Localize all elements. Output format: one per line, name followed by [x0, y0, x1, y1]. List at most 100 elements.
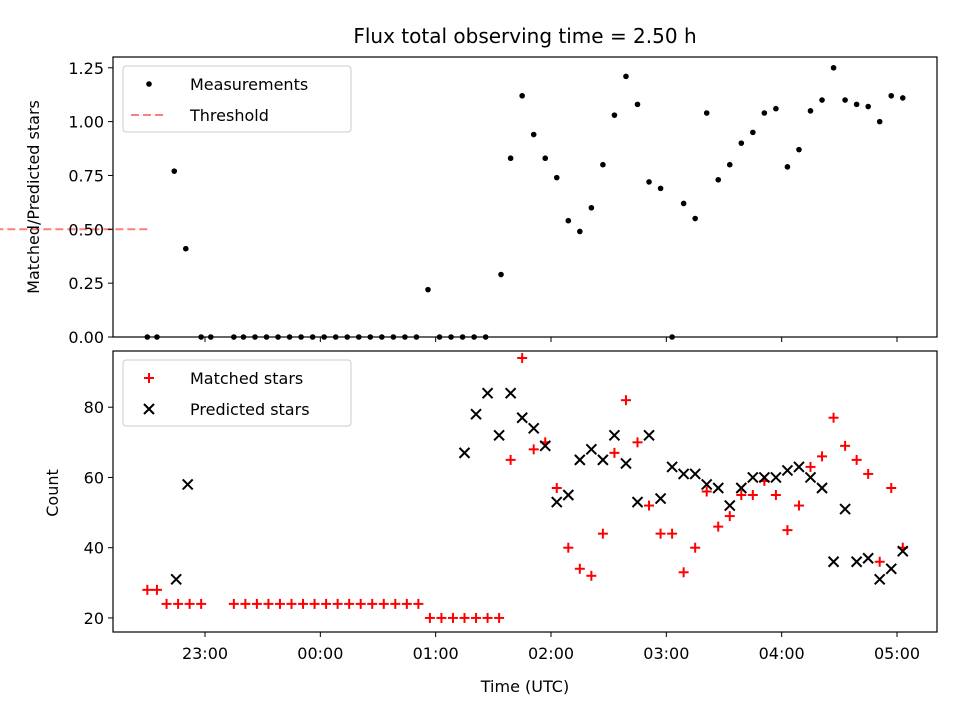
chart-title: Flux total observing time = 2.50 h — [353, 24, 696, 48]
y-tick-label: 0.25 — [68, 274, 104, 293]
matched-point — [390, 598, 401, 609]
legend-label: Matched stars — [190, 369, 303, 388]
measurement-point — [657, 185, 664, 192]
y-tick-label: 0.00 — [68, 328, 104, 347]
measurement-point — [703, 110, 710, 116]
predicted-point-b — [470, 408, 482, 420]
predicted-point — [539, 440, 551, 452]
measurement-point — [553, 174, 560, 181]
legend: Matched stars Predicted stars — [122, 359, 352, 427]
predicted-point — [816, 482, 828, 494]
predicted-point-b — [620, 457, 632, 470]
matched-point — [142, 584, 153, 595]
measurement-point — [507, 155, 514, 162]
predicted-point — [735, 482, 748, 494]
measurement-point — [807, 108, 814, 114]
measurement-point — [888, 92, 895, 99]
matched-point — [793, 500, 804, 511]
measurement-point — [565, 217, 572, 224]
predicted-point-b — [654, 492, 667, 505]
predicted-point — [850, 556, 863, 568]
predicted-point-b — [839, 503, 851, 515]
predicted-point — [574, 454, 586, 466]
legend-box — [122, 359, 352, 427]
legend-label: Threshold — [189, 106, 269, 125]
matched-point — [367, 598, 378, 609]
matched-point — [505, 454, 516, 465]
matched-point — [517, 353, 528, 364]
measurement-point — [692, 215, 698, 222]
matched-point — [298, 598, 309, 609]
x-tick-label: 04:00 — [759, 644, 805, 663]
predicted-point-b — [770, 471, 782, 484]
x-tick-label: 01:00 — [413, 644, 459, 663]
matched-point — [344, 598, 355, 609]
measurement-point — [738, 140, 745, 146]
predicted-point — [551, 496, 563, 508]
matched-point — [620, 395, 631, 406]
predicted-point — [481, 387, 494, 399]
measurement-point — [680, 200, 687, 207]
predicted-point — [758, 471, 771, 484]
predicted-point-b — [585, 443, 598, 456]
predicted-point-b — [481, 387, 494, 399]
matched-point — [309, 598, 320, 609]
predicted-point — [504, 387, 517, 399]
predicted-point — [781, 464, 794, 477]
matched-point — [770, 490, 781, 501]
predicted-point-b — [631, 496, 644, 508]
measurement-point — [542, 155, 549, 162]
matched-point — [401, 598, 412, 609]
predicted-point — [793, 461, 805, 473]
measurement-point — [646, 179, 652, 185]
predicted-point — [827, 556, 840, 568]
predicted-point-b — [504, 387, 517, 399]
measurement-point — [498, 271, 504, 278]
matched-point — [459, 612, 470, 623]
predicted-point-b — [700, 478, 713, 491]
predicted-point-b — [643, 429, 655, 442]
matched-point — [678, 567, 689, 578]
measurement-point — [726, 161, 733, 168]
y-tick-label: 0.50 — [68, 220, 104, 239]
predicted-point-b — [850, 556, 863, 568]
predicted-point — [897, 545, 909, 557]
predicted-point-b — [712, 482, 724, 494]
predicted-point — [689, 468, 701, 480]
legend-box — [122, 65, 352, 133]
matched-point — [828, 412, 839, 423]
matched-point — [436, 612, 447, 623]
legend: Measurements Threshold — [122, 65, 352, 133]
matched-point — [528, 444, 539, 455]
predicted-point — [470, 408, 482, 420]
measurement-point — [819, 97, 825, 103]
y-tick-label: 20 — [84, 609, 104, 628]
predicted-point-b — [735, 482, 748, 494]
predicted-point — [620, 457, 632, 470]
matched-point — [701, 486, 712, 497]
legend-dot-marker — [146, 81, 152, 87]
matched-point — [874, 556, 885, 567]
matched-point — [840, 440, 851, 451]
measurement-point — [865, 103, 871, 110]
legend-x-b — [143, 403, 155, 415]
measurement-point — [899, 95, 906, 101]
matched-point — [724, 511, 735, 522]
predicted-point-b — [816, 482, 828, 494]
predicted-point-b — [827, 556, 840, 568]
predicted-point — [677, 468, 690, 480]
measurement-point — [588, 204, 595, 211]
predicted-point-b — [724, 499, 736, 512]
predicted-point — [458, 447, 471, 459]
matched-point — [713, 521, 724, 532]
predicted-point — [527, 422, 540, 434]
predicted-point — [181, 478, 194, 491]
predicted-point — [839, 503, 851, 515]
matched-point — [413, 598, 424, 609]
predicted-point — [873, 573, 886, 586]
predicted-point — [666, 461, 678, 473]
x-tick-label: 05:00 — [874, 644, 920, 663]
measurement-point — [876, 118, 883, 125]
predicted-point-b — [608, 429, 621, 442]
